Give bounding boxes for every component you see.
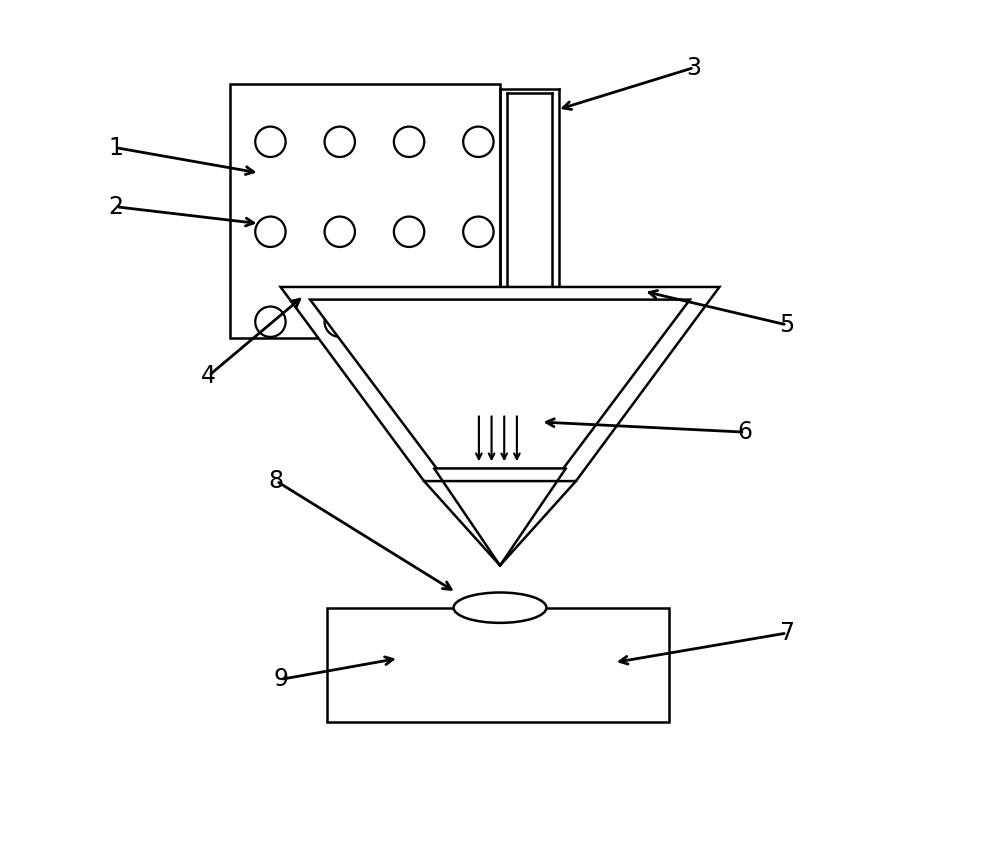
Circle shape xyxy=(394,306,424,337)
Circle shape xyxy=(255,217,286,247)
Text: 5: 5 xyxy=(779,313,795,337)
Circle shape xyxy=(255,306,286,337)
Bar xyxy=(230,84,500,338)
Text: 3: 3 xyxy=(687,56,702,79)
Bar xyxy=(327,608,669,722)
Circle shape xyxy=(325,217,355,247)
Polygon shape xyxy=(281,287,719,481)
Circle shape xyxy=(325,127,355,157)
Text: 7: 7 xyxy=(779,621,794,645)
Text: 1: 1 xyxy=(109,136,123,160)
Text: 9: 9 xyxy=(273,668,288,691)
Text: 4: 4 xyxy=(201,364,216,387)
Text: 2: 2 xyxy=(108,195,123,219)
Circle shape xyxy=(463,306,494,337)
Circle shape xyxy=(255,127,286,157)
Polygon shape xyxy=(310,300,690,468)
Circle shape xyxy=(394,217,424,247)
Circle shape xyxy=(463,217,494,247)
Circle shape xyxy=(463,127,494,157)
Ellipse shape xyxy=(454,592,546,623)
Circle shape xyxy=(325,306,355,337)
Circle shape xyxy=(394,127,424,157)
Text: 6: 6 xyxy=(737,420,752,444)
Text: 8: 8 xyxy=(269,469,284,493)
